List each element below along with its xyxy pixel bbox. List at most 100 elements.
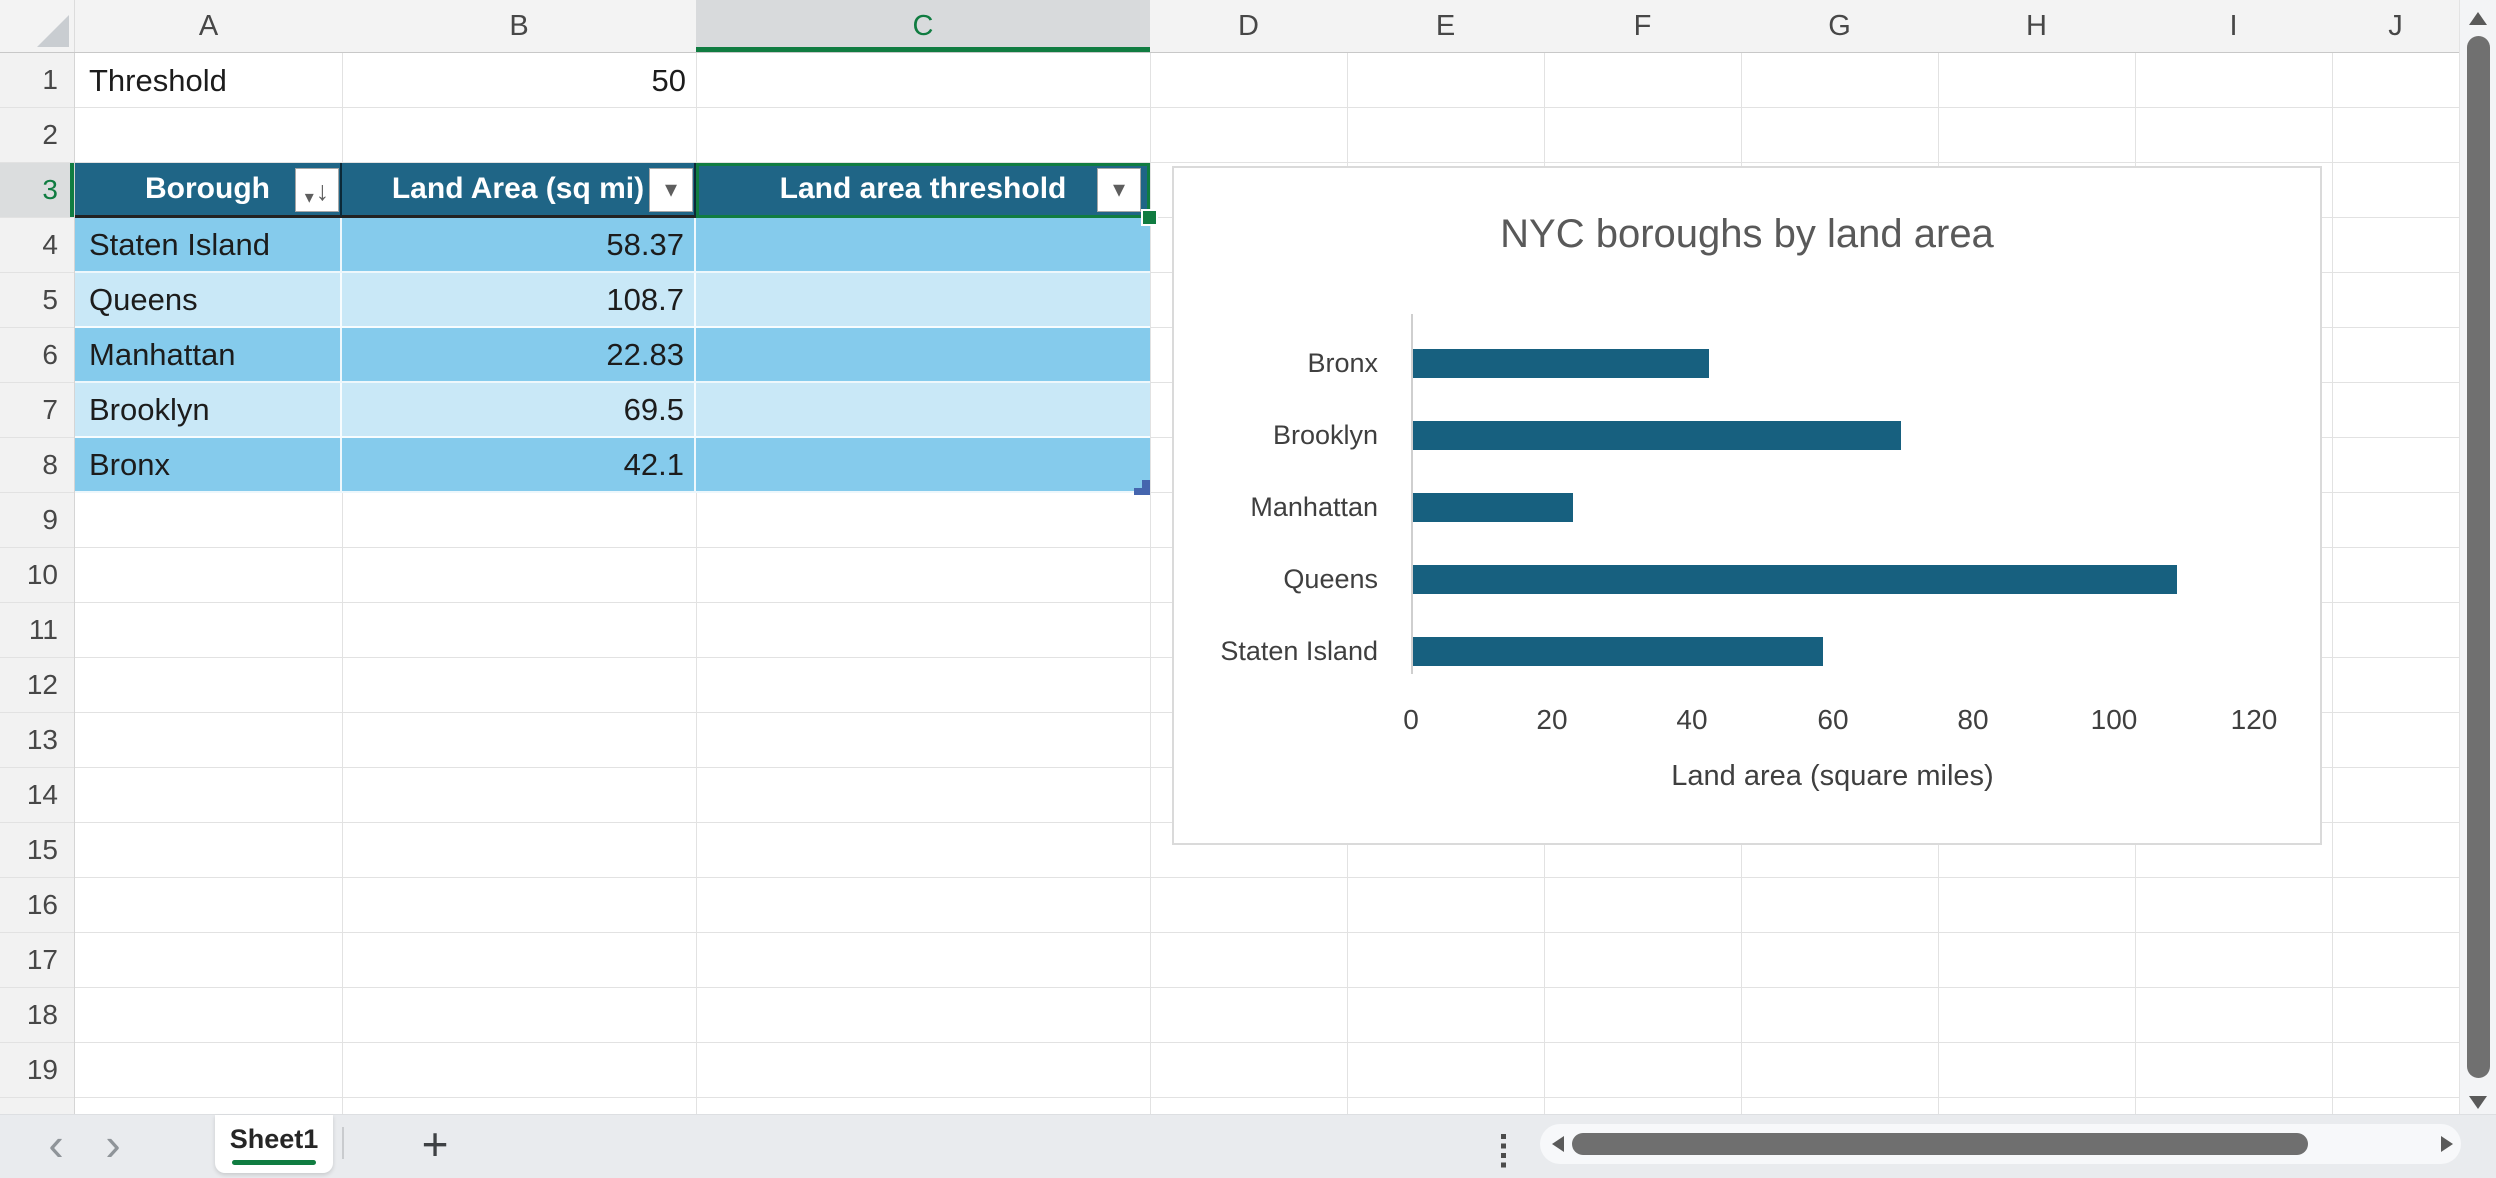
cell-B4[interactable]: 58.37 [342, 218, 696, 273]
active-tab-indicator [232, 1159, 316, 1165]
column-header-C[interactable]: C [696, 0, 1151, 52]
column-header-A[interactable]: A [75, 0, 343, 52]
cell-C6[interactable] [696, 328, 1150, 383]
bar-brooklyn[interactable] [1413, 421, 1901, 450]
cell-A7[interactable]: Brooklyn [75, 383, 342, 438]
filter-dropdown-icon: ▾ [304, 187, 314, 207]
gridline [2332, 53, 2333, 1114]
column-header-H[interactable]: H [1938, 0, 2136, 52]
column-header-F[interactable]: F [1544, 0, 1742, 52]
sort-descending-icon: ↓ [315, 176, 330, 206]
horizontal-scrollbar[interactable] [1540, 1124, 2461, 1164]
category-label-manhattan: Manhattan [1250, 492, 1378, 522]
x-tick-label: 120 [2230, 704, 2278, 735]
bar-queens[interactable] [1413, 565, 2177, 594]
scroll-down-arrow-icon[interactable] [2469, 1096, 2487, 1109]
row-header-19[interactable]: 19 [0, 1043, 74, 1098]
gridline [696, 53, 697, 1114]
cell-B1[interactable]: 50 [651, 63, 686, 98]
column-header-B[interactable]: B [342, 0, 697, 52]
header-divider [74, 53, 75, 1114]
cell-B8[interactable]: 42.1 [342, 438, 696, 493]
filter-button-borough[interactable]: ▾ ↓ [295, 168, 339, 212]
row-header-12[interactable]: 12 [0, 658, 74, 713]
cell-B5[interactable]: 108.7 [342, 273, 696, 328]
cell-C4[interactable] [696, 218, 1150, 273]
x-tick-label: 20 [1536, 704, 1568, 735]
category-label-brooklyn: Brooklyn [1272, 420, 1378, 450]
table-resize-handle[interactable] [1134, 480, 1150, 495]
filter-button-land-area-sq-mi-[interactable]: ▾ [649, 168, 693, 212]
x-tick-label: 60 [1817, 704, 1849, 735]
horizontal-scroll-thumb[interactable] [1572, 1133, 2308, 1155]
row-header-11[interactable]: 11 [0, 603, 74, 658]
table-header-label: Land Area (sq mi) [391, 172, 645, 205]
add-sheet-button[interactable]: + [421, 1118, 449, 1170]
row-header-7[interactable]: 7 [0, 383, 74, 438]
chart-card[interactable]: NYC boroughs by land area Bronx Brooklyn M… [1172, 166, 2322, 845]
row-header-2[interactable]: 2 [0, 108, 74, 163]
row-header-15[interactable]: 15 [0, 823, 74, 878]
x-tick-label: 0 [1403, 704, 1419, 735]
cell-A4[interactable]: Staten Island [75, 218, 342, 273]
chart-title: NYC boroughs by land area [1500, 212, 1994, 256]
scroll-up-arrow-icon[interactable] [2469, 12, 2487, 25]
cell-A8[interactable]: Bronx [75, 438, 342, 493]
category-label-queens: Queens [1283, 564, 1378, 594]
select-all-corner[interactable] [0, 0, 75, 53]
cell-B7[interactable]: 69.5 [342, 383, 696, 438]
bar-bronx[interactable] [1413, 349, 1709, 378]
x-tick-label: 40 [1676, 704, 1708, 735]
next-sheet-button[interactable]: › [105, 1118, 121, 1170]
row-header-14[interactable]: 14 [0, 768, 74, 823]
selected-cell-C3[interactable] [696, 163, 1150, 218]
vertical-scrollbar[interactable] [2459, 0, 2496, 1130]
cell-C5[interactable] [696, 273, 1150, 328]
fill-handle[interactable] [1141, 209, 1158, 226]
gridline [342, 53, 343, 1114]
row-header-4[interactable]: 4 [0, 218, 74, 273]
cell-C8[interactable] [696, 438, 1150, 493]
category-label-staten-island: Staten Island [1220, 636, 1378, 666]
prev-sheet-button[interactable]: ‹ [48, 1118, 64, 1170]
vertical-scroll-thumb[interactable] [2467, 36, 2490, 1078]
bar-manhattan[interactable] [1413, 493, 1573, 522]
row-header-6[interactable]: 6 [0, 328, 74, 383]
column-header-G[interactable]: G [1741, 0, 1939, 52]
cell-A6[interactable]: Manhattan [75, 328, 342, 383]
column-header-E[interactable]: E [1347, 0, 1545, 52]
column-header-D[interactable]: D [1150, 0, 1348, 52]
scroll-right-arrow-icon[interactable] [2441, 1136, 2453, 1152]
tab-divider [342, 1127, 344, 1159]
cell-B6[interactable]: 22.83 [342, 328, 696, 383]
row-header-8[interactable]: 8 [0, 438, 74, 493]
row-header-16[interactable]: 16 [0, 878, 74, 933]
select-all-triangle-icon [37, 15, 69, 47]
row-header-17[interactable]: 17 [0, 933, 74, 988]
column-header-J[interactable]: J [2332, 0, 2460, 52]
row-header-5[interactable]: 5 [0, 273, 74, 328]
column-header-I[interactable]: I [2135, 0, 2333, 52]
x-tick-label: 100 [2090, 704, 2138, 735]
sheet-tab-bar: ‹ › Sheet1 + [0, 1114, 2496, 1178]
table-header-land-area-sq-mi-[interactable]: Land Area (sq mi) [342, 163, 696, 218]
row-header-9[interactable]: 9 [0, 493, 74, 548]
row-header-10[interactable]: 10 [0, 548, 74, 603]
row-header-20[interactable] [0, 1098, 74, 1114]
row-header-3[interactable]: 3 [0, 163, 74, 218]
row-header-13[interactable]: 13 [0, 713, 74, 768]
filter-dropdown-icon: ▾ [664, 176, 678, 203]
scroll-left-arrow-icon[interactable] [1552, 1136, 1564, 1152]
bar-staten-island[interactable] [1413, 637, 1823, 666]
cell-A1[interactable]: Threshold [89, 63, 227, 98]
table-header-land-area-threshold[interactable]: Land area threshold [696, 163, 1150, 218]
cell-C7[interactable] [696, 383, 1150, 438]
row-header-18[interactable]: 18 [0, 988, 74, 1043]
tab-sheet1[interactable]: Sheet1 [215, 1115, 333, 1173]
row-header-1[interactable]: 1 [0, 53, 74, 108]
x-tick-label: 80 [1957, 704, 1989, 735]
cell-A5[interactable]: Queens [75, 273, 342, 328]
tabbar-resize-handle[interactable] [1501, 1134, 1506, 1168]
filter-button-land-area-threshold[interactable]: ▾ [1097, 168, 1141, 212]
